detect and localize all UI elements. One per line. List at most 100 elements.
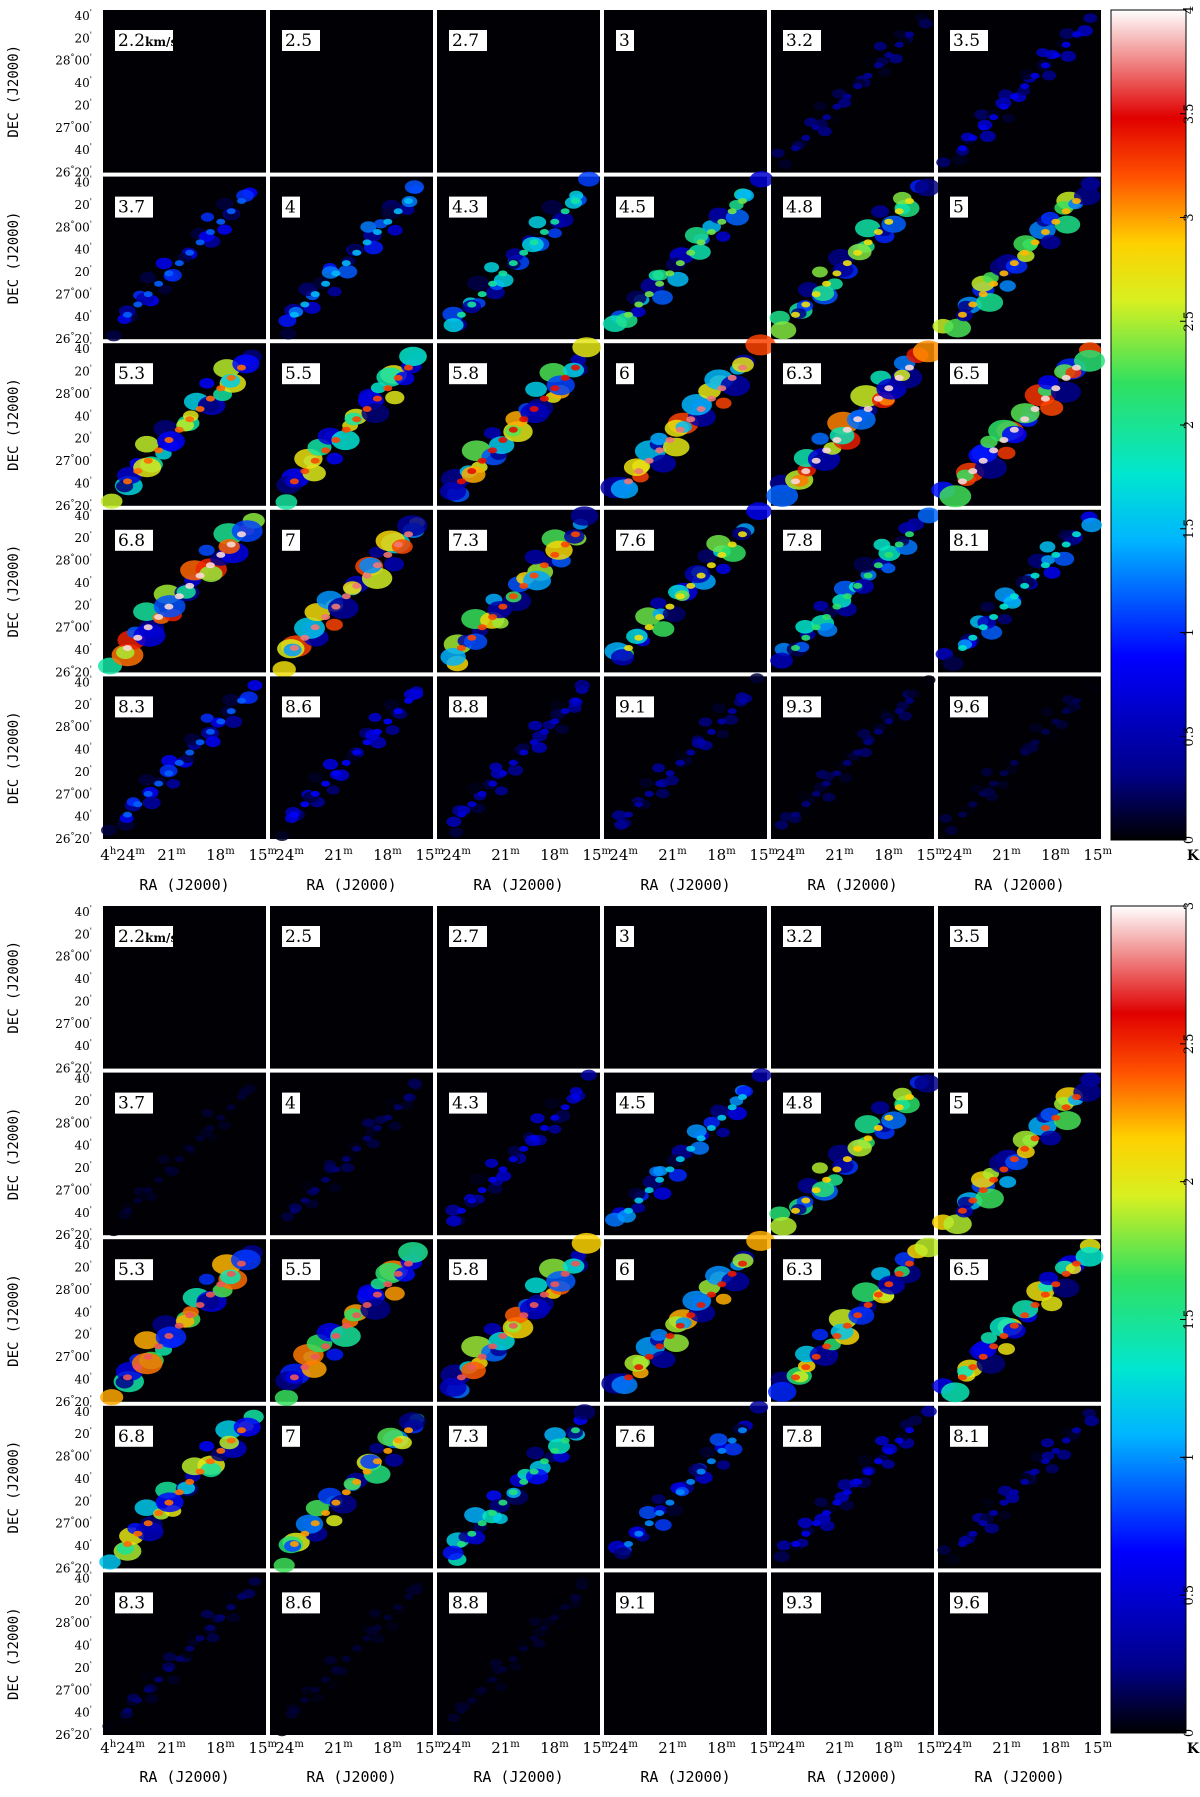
channel-map-block-2: 2.2km/s 2.5 2.7 3 3.2 3.540'20'28°00'40'20'27…: [6, 902, 1200, 1786]
emission-core: [1051, 1114, 1061, 1121]
velocity-label: 7.6: [619, 531, 646, 551]
emission-core: [706, 1291, 716, 1298]
velocity-label: 6.3: [786, 364, 813, 384]
emission-blob: [574, 679, 590, 691]
channel-panel: 5.8: [437, 337, 601, 506]
emission-core: [383, 218, 393, 225]
emission-core: [811, 624, 821, 631]
channel-panel: 5.3: [100, 343, 266, 509]
emission-core: [905, 198, 914, 204]
velocity-label: 8.8: [452, 1593, 479, 1613]
emission-core: [226, 1604, 236, 1611]
emission-core: [863, 239, 873, 246]
channel-panel: 6.3: [766, 340, 944, 507]
emission-core: [655, 447, 665, 454]
dec-axis-label: DEC (J2000): [6, 941, 22, 1034]
emission-blob: [238, 1087, 252, 1097]
channel-panel: 9.6: [938, 1572, 1101, 1735]
channel-panel: 2.7: [437, 10, 600, 173]
emission-core: [1061, 374, 1071, 381]
emission-core: [791, 478, 800, 485]
emission-blob: [248, 1577, 262, 1586]
emission-core: [550, 551, 560, 558]
velocity-label: 4: [285, 1094, 296, 1114]
dec-tick-label: 27°00': [55, 1183, 92, 1198]
velocity-label: 8.6: [285, 1593, 312, 1613]
dec-tick-label: 28°00': [55, 219, 92, 234]
emission-core: [341, 1322, 351, 1329]
velocity-label: 2.2km/s: [118, 31, 177, 51]
emission-blob: [690, 1141, 710, 1155]
emission-core: [467, 1697, 477, 1704]
emission-core: [310, 1520, 320, 1527]
velocity-label: 5.3: [118, 364, 145, 384]
emission-core: [508, 1322, 518, 1329]
emission-core: [1020, 1478, 1030, 1485]
emission-blob: [369, 1443, 385, 1454]
emission-blob: [134, 1499, 159, 1516]
ra-axis-label: RA (J2000): [640, 876, 730, 894]
emission-blob: [571, 1232, 602, 1254]
emission-core: [143, 1520, 153, 1527]
emission-core: [164, 270, 174, 277]
emission-core: [968, 301, 978, 308]
emission-core: [185, 416, 195, 423]
velocity-label-box: [282, 696, 320, 718]
emission-blob: [329, 1494, 357, 1514]
velocity-label-box: [449, 696, 487, 718]
emission-core: [237, 1593, 246, 1600]
emission-blob: [232, 354, 260, 374]
emission-core: [488, 1343, 498, 1350]
dec-tick-label: 26°20': [55, 1394, 92, 1409]
emission-core: [123, 811, 132, 818]
emission-core: [686, 416, 696, 423]
emission-core: [143, 1686, 153, 1693]
emission-core: [989, 780, 999, 787]
emission-blob: [327, 597, 359, 619]
emission-blob: [773, 1551, 790, 1563]
emission-blob: [906, 518, 924, 531]
emission-blob: [368, 546, 385, 558]
velocity-label: 3: [619, 31, 630, 51]
emission-blob: [770, 652, 793, 669]
emission-core: [529, 1468, 539, 1475]
emission-blob: [811, 1162, 828, 1174]
emission-blob: [201, 1108, 214, 1118]
emission-blob: [771, 148, 785, 158]
ra-tick-label: 24m: [943, 846, 972, 864]
emission-core: [1040, 562, 1050, 569]
emission-core: [205, 395, 215, 402]
emission-blob: [979, 130, 996, 142]
dec-tick-label: 20': [75, 697, 92, 712]
velocity-unit: km/s: [145, 35, 177, 49]
ra-tick-label: 21m: [324, 1739, 353, 1757]
emission-core: [341, 1489, 351, 1496]
emission-blob: [330, 1325, 361, 1347]
emission-core: [624, 1541, 633, 1547]
emission-blob: [486, 1490, 502, 1501]
emission-blob: [272, 661, 296, 678]
emission-core: [164, 770, 174, 777]
emission-blob: [697, 549, 718, 564]
emission-core: [644, 1353, 654, 1360]
emission-core: [1072, 198, 1081, 204]
emission-core: [195, 1468, 205, 1475]
emission-blob: [134, 1331, 160, 1350]
emission-blob: [404, 180, 424, 194]
velocity-label-box: [950, 1092, 968, 1114]
emission-core: [237, 1094, 246, 1100]
emission-core: [539, 1458, 549, 1465]
emission-blob: [881, 563, 896, 574]
emission-blob: [878, 67, 892, 77]
emission-blob: [440, 482, 467, 501]
emission-core: [300, 301, 310, 308]
emission-blob: [1060, 50, 1077, 62]
velocity-label: 6: [619, 1260, 630, 1280]
emission-core: [989, 614, 999, 620]
emission-core: [1051, 551, 1061, 558]
emission-core: [999, 1499, 1009, 1506]
emission-blob: [294, 617, 325, 639]
emission-blob: [384, 1097, 398, 1107]
emission-blob: [908, 1415, 923, 1426]
emission-blob: [770, 321, 797, 340]
